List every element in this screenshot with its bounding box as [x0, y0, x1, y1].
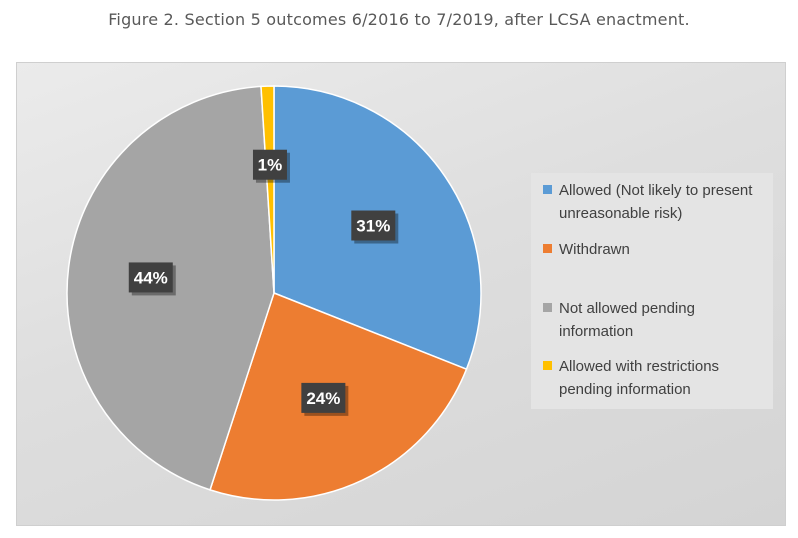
figure-title: Figure 2. Section 5 outcomes 6/2016 to 7…: [108, 10, 690, 29]
data-label-not-allowed-text: 44%: [134, 268, 168, 287]
data-label-not-allowed: 44%: [128, 262, 176, 296]
data-label-allowed-restrictions: 1%: [252, 149, 290, 183]
legend-label-allowed-restrictions: Allowed with restrictions pending inform…: [559, 358, 720, 398]
legend-label-allowed: Allowed (Not likely to present unreasona…: [559, 182, 753, 222]
legend-label-withdrawn: Withdrawn: [559, 241, 630, 258]
data-label-allowed: 31%: [351, 210, 399, 244]
chart-area: 31% 24% 44% 1% Allowed (Not likely to prese…: [16, 62, 786, 526]
legend-swatch-allowed: [543, 185, 552, 194]
pie-slice-allowed-restrictions: [260, 85, 275, 294]
pie-chart: 31% 24% 44% 1%: [66, 85, 482, 501]
data-label-allowed-text: 31%: [356, 217, 390, 236]
legend-swatch-allowed-restrictions: [543, 361, 552, 370]
legend-swatch-not-allowed: [543, 303, 552, 312]
data-label-withdrawn: 24%: [301, 382, 349, 416]
legend-label-not-allowed: Not allowed pending information: [559, 300, 695, 340]
data-label-withdrawn-text: 24%: [306, 389, 340, 408]
data-label-allowed-restrictions-text: 1%: [258, 156, 283, 175]
legend: Allowed (Not likely to present unreasona…: [531, 173, 773, 409]
legend-swatch-withdrawn: [543, 244, 552, 253]
